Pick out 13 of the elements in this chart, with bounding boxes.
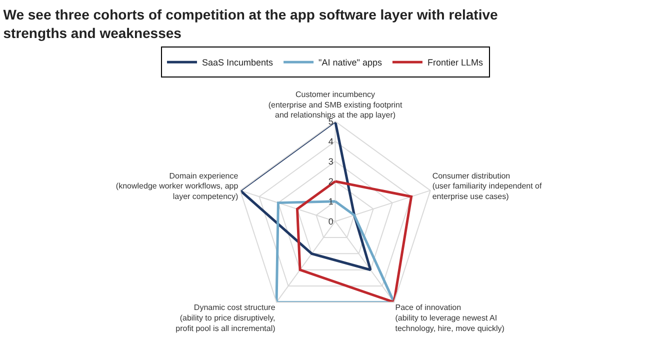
legend-label: SaaS Incumbents — [202, 58, 274, 68]
spoke-label: Customer incumbency (enterprise and SMB existing footprint and relationships at the app layer) — [268, 90, 403, 120]
chart-title: We see three cohorts of competition at the app software layer with relative strengths and weaknesses — [3, 6, 498, 41]
spoke-label: Domain experience (knowledge worker workflows, app layer competency) — [116, 171, 239, 202]
legend-label: "AI native" apps — [318, 58, 382, 68]
spoke-label: Consumer distribution (user familiarity independent of enterprise use cases) — [432, 171, 542, 202]
y-tick-label: 4 — [328, 136, 334, 146]
spoke-label: Dynamic cost structure (ability to price disruptively, profit pool is all incremental) — [176, 303, 276, 333]
y-tick-label: 1 — [328, 196, 334, 206]
legend-label: Frontier LLMs — [427, 58, 484, 68]
y-tick-label: 0 — [328, 216, 334, 226]
y-tick-label: 3 — [328, 156, 334, 166]
spoke-label: Pace of innovation (ability to leverage newest AI technology, hire, move quickly) — [395, 303, 505, 333]
